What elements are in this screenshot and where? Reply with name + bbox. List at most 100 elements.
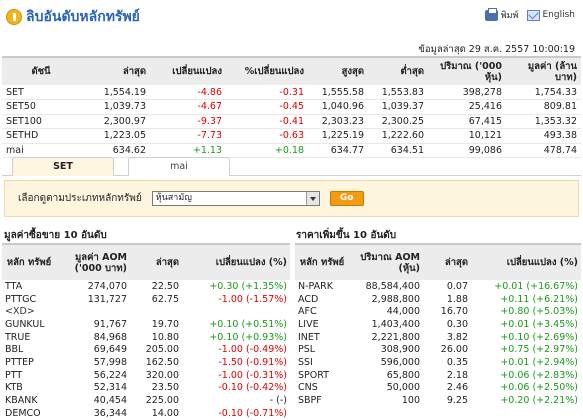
index-name-link[interactable]: SET100: [2, 114, 80, 129]
top-value-header: หลัก ทรัพย์ มูลค่า AOM ('000 บาท) ล่าสุด…: [2, 243, 290, 280]
table-row[interactable]: PTT 56,224 320.00 -1.00 (-0.31%): [2, 369, 290, 382]
table-row[interactable]: SBPF 100 9.25 +0.20 (+2.21%): [295, 394, 581, 407]
table-row[interactable]: PSL 308,900 26.00 +0.75 (+2.97%): [295, 343, 581, 356]
info-icon: [6, 9, 22, 25]
last-price: 0.07: [446, 280, 468, 292]
index-change: -7.73: [150, 128, 226, 144]
table-row[interactable]: KTB 52,314 23.50 -0.10 (-0.42%): [2, 382, 290, 395]
title-group: ลิบอันดับหลักทรัพย์: [6, 6, 140, 28]
col-aom-value: มูลค่า AOM ('000 บาท): [56, 243, 130, 280]
symbol-link[interactable]: TRUE: [5, 331, 31, 343]
index-pct-change: -0.31: [226, 85, 308, 100]
table-row[interactable]: PTTEP 57,998 162.50 -1.50 (-0.91%): [2, 356, 290, 369]
table-row[interactable]: TRUE 84,968 10.80 +0.10 (+0.93%): [2, 331, 290, 344]
security-type-select[interactable]: หุ้นสามัญ: [151, 191, 320, 206]
table-row[interactable]: TTA 274,070 22.50 +0.30 (+1.35%): [2, 280, 290, 293]
col-change: เปลี่ยนแปลง: [150, 56, 226, 85]
symbol-link[interactable]: N-PARK: [298, 280, 333, 292]
symbol-link[interactable]: LIVE: [298, 318, 319, 330]
table-row[interactable]: INET 2,221,800 3.82 +0.10 (+2.69%): [295, 331, 581, 344]
col-high: สูงสุด: [308, 56, 368, 85]
symbol-link[interactable]: SPORT: [298, 369, 329, 381]
symbol-link[interactable]: PTTGC: [5, 293, 37, 305]
symbol-link[interactable]: AFC: [298, 306, 317, 318]
symbol-link[interactable]: PSL: [298, 344, 316, 356]
header-tools: พิมพ์ English: [477, 7, 576, 22]
index-name-link[interactable]: SETHD: [2, 128, 80, 144]
change-cell: -0.10 (-0.42%): [218, 382, 287, 394]
index-name-link[interactable]: mai: [2, 143, 80, 158]
go-button[interactable]: Go: [329, 191, 364, 206]
email-icon[interactable]: [526, 9, 540, 21]
printer-icon[interactable]: [484, 7, 498, 21]
page-header: ลิบอันดับหลักทรัพย์ พิมพ์ English: [0, 0, 583, 30]
aom-cell: 131,727: [87, 293, 127, 305]
change-cell: +0.80 (+5.03%): [500, 306, 578, 318]
symbol-link[interactable]: ACD: [298, 293, 319, 305]
col-pct-change: %เปลี่ยนแปลง: [226, 56, 308, 85]
last-price: 3.82: [446, 331, 468, 343]
table-row[interactable]: N-PARK 88,584,400 0.07 +0.01 (+16.67%): [295, 280, 581, 293]
table-row[interactable]: BBL 69,649 205.00 -1.00 (-0.49%): [2, 343, 290, 356]
last-price: 22.50: [151, 280, 179, 292]
last-price: 2.46: [446, 382, 468, 394]
symbol-link[interactable]: KBANK: [5, 395, 38, 407]
symbol-link[interactable]: DEMCO: [5, 407, 41, 419]
index-row[interactable]: SETHD 1,223.05 -7.73 -0.63 1,225.19 1,222.60 1…: [2, 128, 581, 144]
index-last: 1,039.73: [80, 99, 150, 115]
table-row[interactable]: SSI 596,000 0.35 +0.01 (+2.94%): [295, 356, 581, 369]
index-row[interactable]: SET100 2,300.97 -9.37 -0.41 2,303.23 2,300.25…: [2, 114, 581, 129]
table-row[interactable]: LIVE 1,403,400 0.30 +0.01 (+3.45%): [295, 318, 581, 331]
change-cell: -1.00 (-0.49%): [218, 344, 287, 356]
last-price: 26.00: [440, 344, 468, 356]
last-price: 23.50: [151, 382, 179, 394]
table-row[interactable]: AFC 44,000 16.70 +0.80 (+5.03%): [295, 305, 581, 318]
top-value-table: หลัก ทรัพย์ มูลค่า AOM ('000 บาท) ล่าสุด…: [2, 243, 290, 420]
table-row[interactable]: SPORT 65,800 2.18 +0.06 (+2.83%): [295, 369, 581, 382]
table-row[interactable]: CNS 50,000 2.46 +0.06 (+2.50%): [295, 382, 581, 395]
aom-cell: 91,767: [93, 318, 127, 330]
top-gainers-table: หลัก ทรัพย์ ปริมาณ AOM (หุ้น) ล่าสุด เปล…: [295, 243, 581, 407]
table-row[interactable]: ACD 2,988,800 1.88 +0.11 (+6.21%): [295, 293, 581, 306]
chevron-down-icon[interactable]: [305, 192, 319, 205]
last-price: 162.50: [145, 356, 179, 368]
symbol-link[interactable]: SSI: [298, 356, 313, 368]
index-row[interactable]: SET 1,554.19 -4.86 -0.31 1,555.58 1,553.83 398…: [2, 85, 581, 100]
change-cell: +0.01 (+16.67%): [494, 280, 578, 292]
table-row[interactable]: GUNKUL 91,767 19.70 +0.10 (+0.51%): [2, 318, 290, 331]
index-change: -4.67: [150, 99, 226, 115]
index-row[interactable]: SET50 1,039.73 -4.67 -0.45 1,040.96 1,039.37 2…: [2, 99, 581, 115]
symbol-link[interactable]: TTA: [5, 280, 23, 292]
symbol-link[interactable]: INET: [298, 331, 320, 343]
symbol-link[interactable]: SBPF: [298, 395, 322, 407]
table-row[interactable]: KBANK 40,454 225.00 - (-): [2, 394, 290, 407]
tab-mai[interactable]: mai: [128, 157, 230, 176]
symbol-link[interactable]: GUNKUL: [5, 318, 45, 330]
aom-cell: 308,900: [380, 344, 420, 356]
index-last: 1,223.05: [80, 128, 150, 144]
english-link[interactable]: English: [542, 10, 576, 20]
table-row[interactable]: PTTGC 131,727 62.75 -1.00 (-1.57%): [2, 293, 290, 306]
index-name-link[interactable]: SET50: [2, 99, 80, 115]
print-link[interactable]: พิมพ์: [500, 11, 519, 21]
symbol-link[interactable]: CNS: [298, 382, 318, 394]
symbol-link[interactable]: PTT: [5, 369, 23, 381]
table-row[interactable]: DEMCO 36,344 14.00 -0.10 (-0.71%): [2, 407, 290, 420]
aom-cell: 88,584,400: [365, 280, 420, 292]
index-pct-change: -0.45: [226, 99, 308, 115]
index-value: 809.81: [506, 99, 581, 115]
last-price: 1.88: [446, 293, 468, 305]
index-change: -9.37: [150, 114, 226, 129]
symbol-link[interactable]: KTB: [5, 382, 23, 394]
aom-cell: 57,998: [93, 356, 127, 368]
tab-set[interactable]: SET: [12, 157, 114, 176]
col-symbol: หลัก ทรัพย์: [2, 243, 56, 280]
symbol-link[interactable]: PTTEP: [5, 356, 34, 368]
index-low: 1,553.83: [368, 85, 428, 100]
index-row[interactable]: mai 634.62 +1.13 +0.18 634.77 634.51 99,086 478…: [2, 143, 581, 158]
symbol-link[interactable]: BBL: [5, 344, 24, 356]
index-name-link[interactable]: SET: [2, 85, 80, 100]
security-type-filter: เลือกดูตามประเภทหลักทรัพย์ หุ้นสามัญ Go: [4, 180, 579, 217]
page-title: ลิบอันดับหลักทรัพย์: [26, 9, 140, 25]
filter-label: เลือกดูตามประเภทหลักทรัพย์: [18, 193, 142, 204]
